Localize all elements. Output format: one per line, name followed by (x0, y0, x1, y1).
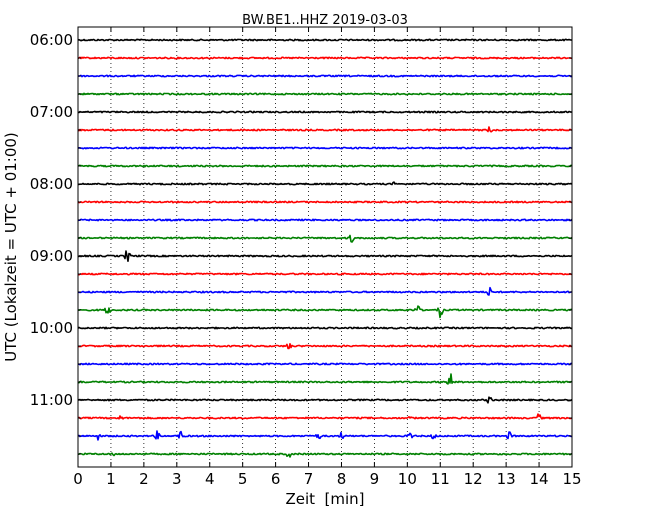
trace-line (77, 373, 573, 385)
chart-title: BW.BE1..HHZ 2019-03-03 (242, 13, 408, 28)
x-axis: 0 1 2 3 4 5 6 7 8 9 10 11 12 13 14 15 (73, 27, 582, 488)
trace-line (77, 272, 573, 276)
x-tick-label: 8 (337, 470, 347, 488)
trace-line (77, 181, 573, 186)
trace-line (77, 326, 573, 330)
trace-line (77, 218, 573, 222)
trace-line (77, 234, 573, 243)
trace-line (77, 146, 572, 150)
trace-line (77, 396, 573, 404)
trace-line (78, 74, 573, 78)
y-tick-label: 11:00 (30, 391, 73, 409)
x-tick-label: 1 (106, 470, 116, 488)
trace-line (77, 56, 573, 60)
y-axis: 06:00 07:00 08:00 09:00 10:00 11:00 (30, 31, 572, 455)
trace-line (78, 110, 573, 114)
x-tick-label: 14 (530, 470, 549, 488)
trace-line (77, 164, 573, 168)
trace-line (77, 342, 573, 350)
trace-line (77, 250, 573, 263)
y-tick-label: 10:00 (30, 319, 73, 337)
y-tick-label: 07:00 (30, 103, 73, 121)
y-axis-label: UTC (Lokalzeit = UTC + 01:00) (2, 132, 20, 362)
x-tick-label: 10 (398, 470, 417, 488)
vertical-grid (110, 27, 540, 467)
plot-frame (77, 26, 573, 468)
trace-line (77, 413, 573, 420)
x-tick-label: 11 (431, 470, 450, 488)
x-tick-label: 6 (271, 470, 281, 488)
x-tick-label: 0 (73, 470, 83, 488)
x-axis-label: Zeit [min] (285, 490, 364, 508)
y-tick-label: 06:00 (30, 31, 73, 49)
trace-line (77, 92, 573, 96)
x-tick-label: 5 (238, 470, 248, 488)
x-tick-label: 9 (370, 470, 380, 488)
trace-line (77, 126, 573, 133)
trace-line (77, 430, 572, 441)
x-tick-label: 3 (172, 470, 182, 488)
trace-line (77, 200, 572, 204)
trace-line (77, 452, 573, 458)
y-tick-label: 08:00 (30, 175, 73, 193)
x-tick-label: 4 (205, 470, 215, 488)
trace-line (77, 38, 573, 42)
trace-line (77, 305, 573, 319)
x-tick-label: 2 (139, 470, 149, 488)
trace-group (77, 38, 573, 458)
x-tick-label: 7 (304, 470, 314, 488)
x-tick-label: 13 (497, 470, 516, 488)
x-tick-label: 15 (562, 470, 581, 488)
trace-line (77, 286, 573, 296)
trace-line (77, 362, 573, 366)
y-tick-label: 09:00 (30, 247, 73, 265)
x-tick-label: 12 (464, 470, 483, 488)
